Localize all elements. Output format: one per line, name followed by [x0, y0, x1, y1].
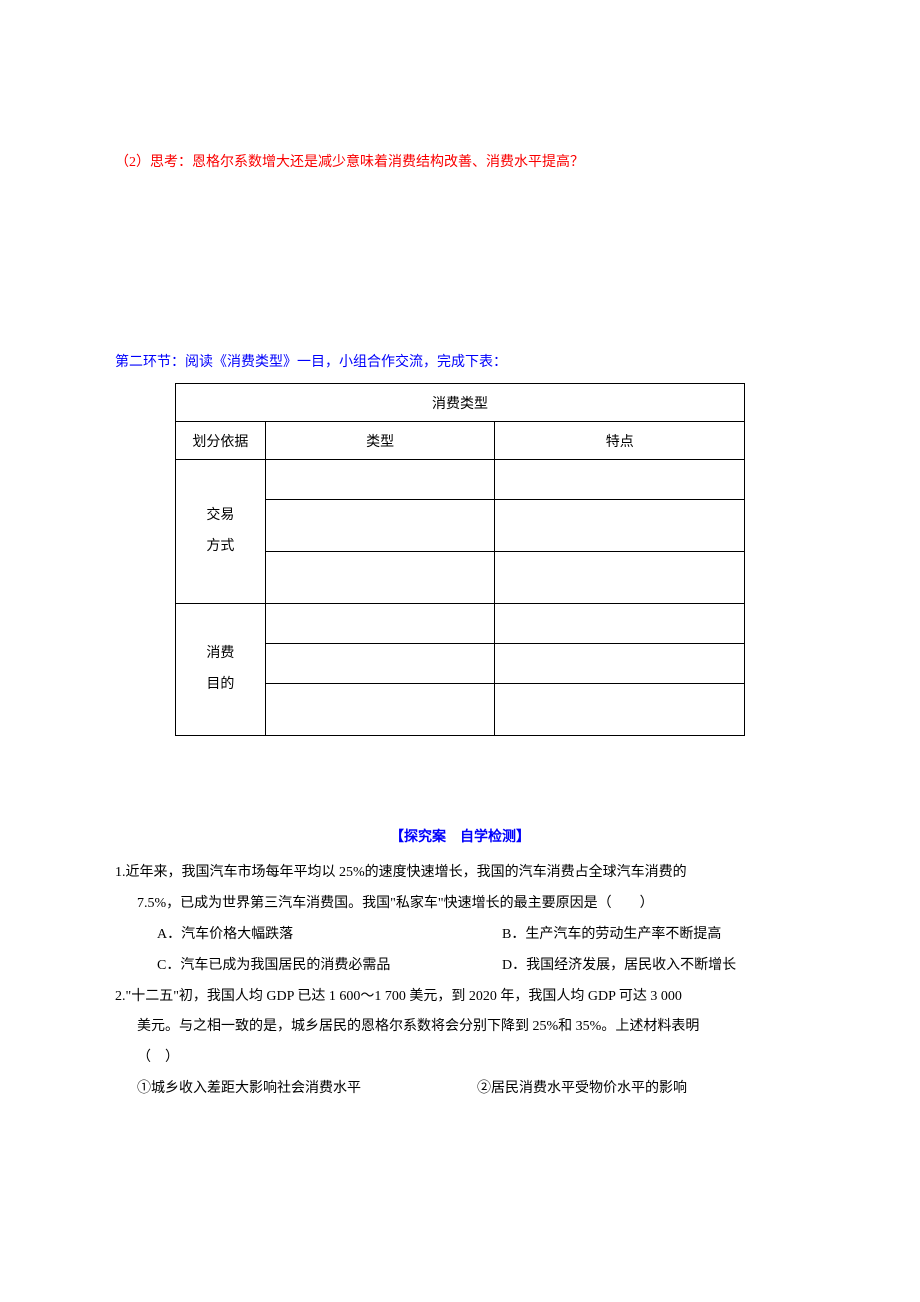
q1-option-d: D．我国经济发展，居民收入不断增长: [502, 951, 805, 982]
q1-option-b: B．生产汽车的劳动生产率不断提高: [502, 920, 805, 951]
cell-empty: [495, 644, 745, 684]
cell-empty: [495, 684, 745, 736]
q1-line2: 7.5%，已成为世界第三汽车消费国。我国"私家车"快速增长的最主要原因是（ ）: [115, 889, 805, 920]
cell-empty: [265, 500, 495, 552]
cell-empty: [265, 552, 495, 604]
q1-line1: 1.近年来，我国汽车市场每年平均以 25%的速度快速增长，我国的汽车消费占全球汽…: [115, 858, 805, 889]
q2-line2: 美元。与之相一致的是，城乡居民的恩格尔系数将会分别下降到 25%和 35%。上述…: [115, 1012, 805, 1043]
q1-option-a: A．汽车价格大幅跌落: [157, 920, 502, 951]
q2-circ1: ①城乡收入差距大影响社会消费水平: [137, 1074, 477, 1105]
inquiry-title: 【探究案 自学检测】: [115, 826, 805, 846]
q2-circ2: ②居民消费水平受物价水平的影响: [477, 1074, 805, 1105]
cell-empty: [265, 644, 495, 684]
row-transaction-basis: 交易 方式: [176, 460, 266, 604]
q2-line3: （ ）: [115, 1043, 805, 1074]
th-type: 类型: [265, 422, 495, 460]
th-basis: 划分依据: [176, 422, 266, 460]
q2-line1: 2."十二五"初，我国人均 GDP 已达 1 600～1 700 美元，到 20…: [115, 982, 805, 1013]
table-title: 消费类型: [176, 384, 745, 422]
cell-empty: [265, 460, 495, 500]
cell-empty: [495, 604, 745, 644]
question-1: 1.近年来，我国汽车市场每年平均以 25%的速度快速增长，我国的汽车消费占全球汽…: [115, 858, 805, 981]
cell-empty: [265, 684, 495, 736]
cell-empty: [495, 500, 745, 552]
cell-empty: [495, 552, 745, 604]
cell-empty: [495, 460, 745, 500]
th-feature: 特点: [495, 422, 745, 460]
consumption-type-table: 消费类型 划分依据 类型 特点 交易 方式 消费 目的: [175, 383, 805, 736]
section2-header: 第二环节：阅读《消费类型》一目，小组合作交流，完成下表：: [115, 350, 805, 375]
question-2: 2."十二五"初，我国人均 GDP 已达 1 600～1 700 美元，到 20…: [115, 982, 805, 1105]
question-part2: （2）思考：恩格尔系数增大还是减少意味着消费结构改善、消费水平提高？: [115, 150, 805, 175]
q1-option-c: C．汽车已成为我国居民的消费必需品: [157, 951, 502, 982]
row-purpose-basis: 消费 目的: [176, 604, 266, 736]
cell-empty: [265, 604, 495, 644]
